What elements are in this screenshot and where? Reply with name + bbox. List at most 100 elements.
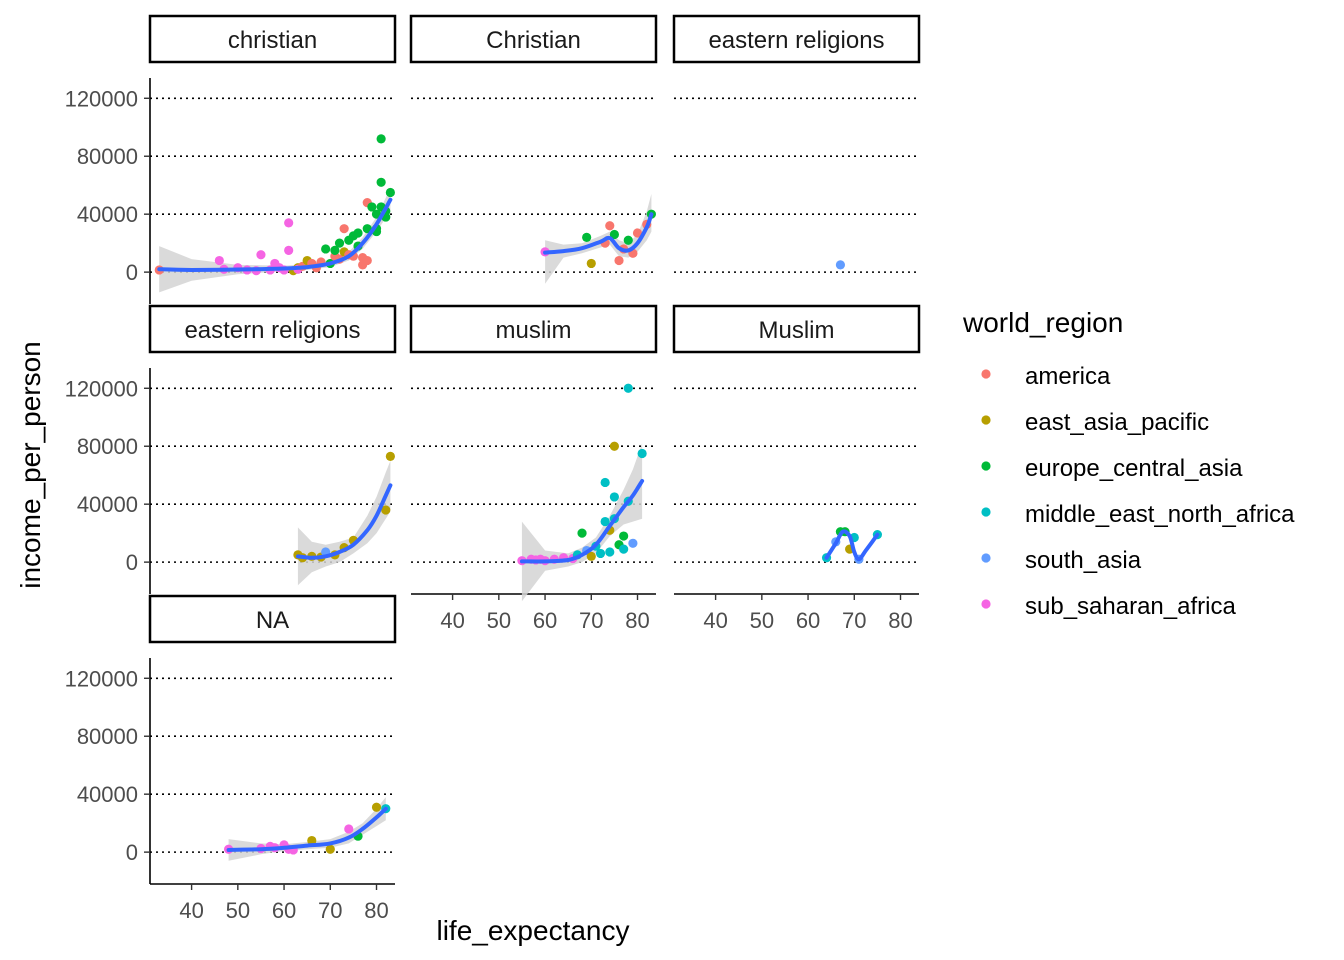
data-point [632,228,643,238]
x-tick-label: 70 [318,898,342,923]
facet-strip-label: muslim [496,317,572,344]
data-point [381,505,391,515]
legend-label: europe_central_asia [1025,455,1243,482]
x-tick-label: 70 [842,608,866,633]
facet-panel: muslim 40 50 60 70 80 [409,304,658,633]
facet-panel: Muslim 40 50 60 70 80 [672,304,921,633]
legend-key [981,415,991,425]
confidence-ribbon [297,460,391,586]
facet-panel: eastern religions 0 40000 80000 120000 [65,304,397,594]
legend-label: east_asia_pacific [1025,409,1209,436]
data-point [307,835,317,846]
confidence-ribbon [545,193,652,284]
facet-panel: NA 0 40000 80000 120000 40 50 60 70 80 [65,594,397,923]
data-point [586,551,596,561]
data-point [385,451,395,461]
x-tick-label: 80 [364,898,388,923]
y-tick-label: 120000 [65,86,138,111]
legend-title: world_region [962,307,1123,338]
legend: world_region america east_asia_pacificeur… [962,307,1295,620]
data-point [605,547,615,557]
data-point [835,260,846,270]
data-point [609,492,619,502]
data-point [614,255,624,266]
legend-key [981,369,991,379]
y-tick-label: 0 [126,550,138,575]
data-point [628,538,638,548]
data-point [619,531,629,541]
legend-label: middle_east_north_africa [1025,501,1295,528]
legend-key [981,599,991,609]
data-point [595,548,606,559]
smooth-trend-line [226,806,388,852]
x-axis-title: life_expectancy [436,915,629,946]
facet-strip [409,14,658,64]
data-point [371,209,382,219]
data-point [256,250,266,260]
facet-strip [148,14,397,64]
x-tick-label: 80 [888,608,912,633]
y-tick-label: 80000 [77,434,138,459]
facet-panel: Christian [409,14,658,284]
y-tick-label: 120000 [65,666,138,691]
legend-label: south_asia [1025,547,1142,574]
data-point [321,244,331,254]
data-point [600,516,610,527]
facet-strip-label: NA [256,607,289,634]
smooth-trend-line [157,197,393,272]
facet-strip [672,14,921,64]
data-point [344,824,354,834]
data-point [353,228,363,238]
x-tick-label: 50 [750,608,774,633]
smooth-trend-line [295,483,393,560]
legend-items: america east_asia_pacific europe_central_a… [981,363,1295,620]
y-tick-label: 40000 [77,782,138,807]
x-tick-label: 40 [703,608,727,633]
legend-label: sub_saharan_africa [1025,593,1236,620]
y-tick-label: 40000 [77,492,138,517]
x-tick-label: 50 [487,608,511,633]
data-point [637,448,647,459]
data-point [623,383,633,393]
data-point [605,221,615,231]
y-tick-label: 40000 [77,202,138,227]
x-tick-label: 60 [272,898,296,923]
x-tick-label: 80 [625,608,649,633]
y-tick-label: 120000 [65,376,138,401]
y-tick-label: 0 [126,260,138,285]
data-point [619,544,629,554]
legend-label: america [1025,363,1111,390]
facet-strip-label: Christian [486,27,581,54]
data-point [582,232,592,242]
data-point [586,258,596,269]
x-tick-label: 70 [579,608,603,633]
data-point [623,235,633,245]
data-point [577,528,587,538]
data-point [367,202,377,212]
legend-key [981,461,991,471]
facet-panel: eastern religions [672,14,921,273]
data-point [330,245,340,255]
data-point [600,477,610,488]
x-tick-label: 40 [179,898,203,923]
data-point [362,224,372,234]
smooth-trend-line [543,212,654,255]
facet-panel: christian 0 40000 80000 120000 [65,14,397,304]
y-tick-label: 80000 [77,724,138,749]
smooth-trend-line [824,529,880,562]
data-point [334,238,345,248]
facet-strip [148,594,397,644]
legend-key [981,507,991,517]
x-tick-label: 60 [796,608,820,633]
data-point [325,844,335,854]
data-point [609,441,619,451]
facet-strip [672,304,921,354]
data-point [376,177,386,187]
y-axis-title: income_per_person [15,341,46,589]
data-point [385,187,395,198]
facet-strip-label: christian [228,27,317,54]
data-point [284,245,294,255]
data-point [376,134,386,144]
data-point [371,802,382,812]
